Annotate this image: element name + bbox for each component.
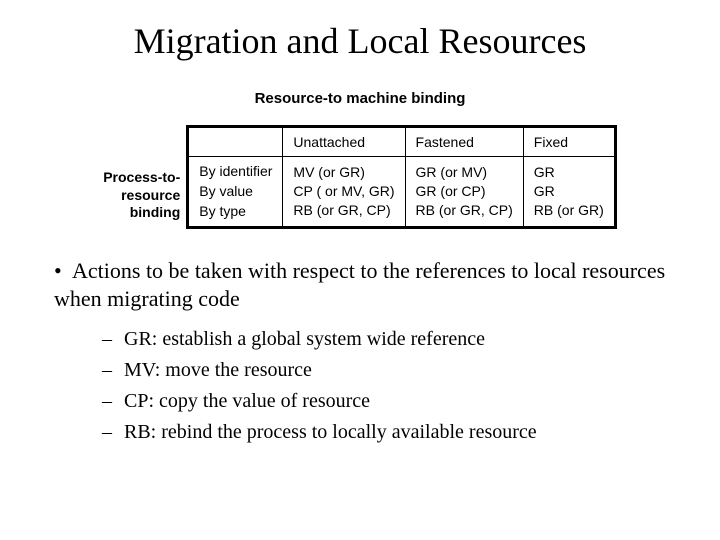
table-header-row: Unattached Fastened Fixed bbox=[188, 127, 616, 157]
dash-icon: – bbox=[102, 386, 124, 417]
row-axis-label: Process-to- resource binding bbox=[103, 163, 186, 229]
cell-line: GR (or CP) bbox=[416, 182, 513, 201]
table-row: By identifier By value By type MV (or GR… bbox=[188, 157, 616, 228]
table-cell: GR (or MV) GR (or CP) RB (or GR, CP) bbox=[405, 157, 523, 228]
row-axis-label-line: binding bbox=[103, 204, 180, 222]
sub-bullet-text: MV: move the resource bbox=[124, 359, 312, 381]
cell-line: GR bbox=[534, 182, 604, 201]
dash-icon: – bbox=[102, 417, 124, 448]
sub-bullet-text: RB: rebind the process to locally availa… bbox=[124, 421, 537, 443]
dash-icon: – bbox=[102, 355, 124, 386]
table-corner-cell bbox=[188, 127, 283, 157]
table-cell: GR GR RB (or GR) bbox=[523, 157, 615, 228]
row-header-line: By type bbox=[199, 203, 272, 219]
cell-line: RB (or GR, CP) bbox=[293, 201, 394, 220]
cell-line: MV (or GR) bbox=[293, 163, 394, 182]
row-header-line: By value bbox=[199, 183, 272, 199]
row-axis-label-line: resource bbox=[103, 187, 180, 205]
table-caption: Resource-to machine binding bbox=[40, 90, 680, 107]
cell-line: GR bbox=[534, 163, 604, 182]
sub-bullet: –RB: rebind the process to locally avail… bbox=[102, 417, 680, 448]
table-region: Process-to- resource binding Unattached … bbox=[40, 125, 680, 229]
page-title: Migration and Local Resources bbox=[40, 20, 680, 62]
cell-line: RB (or GR) bbox=[534, 201, 604, 220]
table-cell: MV (or GR) CP ( or MV, GR) RB (or GR, CP… bbox=[283, 157, 405, 228]
cell-line: CP ( or MV, GR) bbox=[293, 182, 394, 201]
binding-table: Unattached Fastened Fixed By identifier … bbox=[186, 125, 617, 229]
sub-bullet: –CP: copy the value of resource bbox=[102, 386, 680, 417]
row-axis-label-line: Process-to- bbox=[103, 169, 180, 187]
table-row-header: By identifier By value By type bbox=[188, 157, 283, 228]
sub-bullet-list: –GR: establish a global system wide refe… bbox=[102, 324, 680, 448]
table-col-header: Fastened bbox=[405, 127, 523, 157]
cell-line: GR (or MV) bbox=[416, 163, 513, 182]
dash-icon: – bbox=[102, 324, 124, 355]
cell-line: RB (or GR, CP) bbox=[416, 201, 513, 220]
table-col-header: Unattached bbox=[283, 127, 405, 157]
table-col-header: Fixed bbox=[523, 127, 615, 157]
sub-bullet: –MV: move the resource bbox=[102, 355, 680, 386]
sub-bullet-text: CP: copy the value of resource bbox=[124, 390, 370, 412]
row-header-line: By identifier bbox=[199, 163, 272, 179]
sub-bullet: –GR: establish a global system wide refe… bbox=[102, 324, 680, 355]
bullet-dot-icon: • bbox=[54, 257, 72, 286]
sub-bullet-text: GR: establish a global system wide refer… bbox=[124, 328, 485, 350]
bullet-text: Actions to be taken with respect to the … bbox=[54, 258, 665, 312]
bullet-main: •Actions to be taken with respect to the… bbox=[54, 257, 680, 314]
